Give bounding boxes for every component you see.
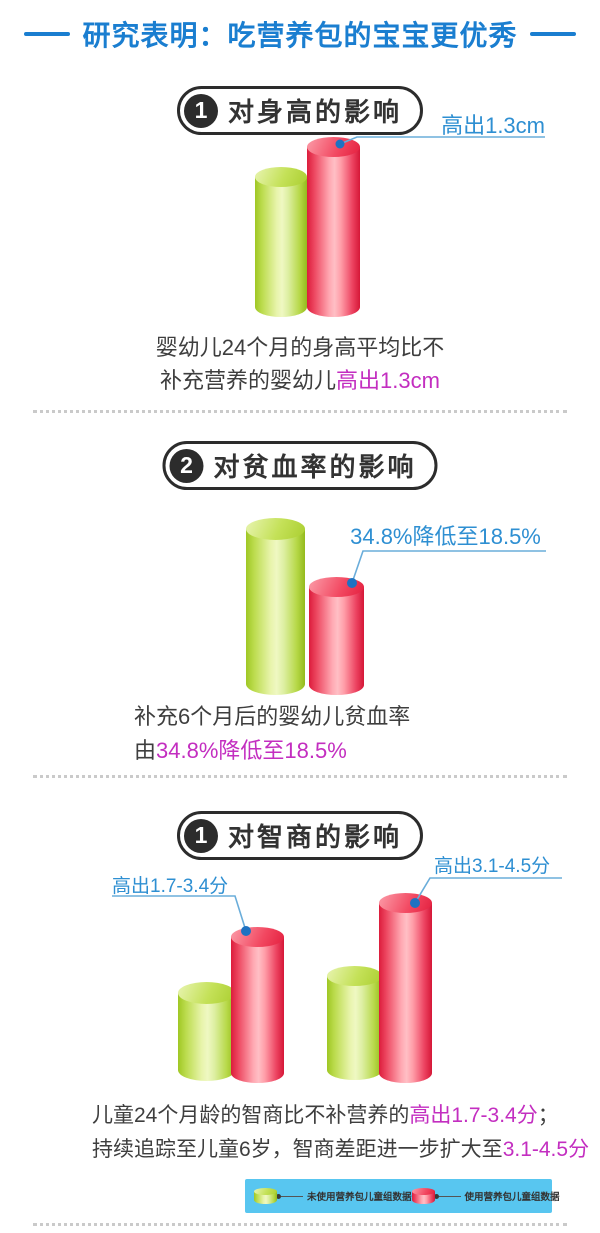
legend-red-cylinder-icon (411, 1188, 435, 1204)
legend-label: 未使用营养包儿童组数据 (307, 1192, 412, 1203)
legend-bar: 未使用营养包儿童组数据 使用营养包儿童组数据 (245, 1179, 560, 1213)
cylinder-red (309, 577, 364, 695)
page-title: 研究表明：吃营养包的宝宝更优秀 (82, 20, 518, 51)
cylinder-bars (0, 505, 600, 700)
legend-item-no-pack: 未使用营养包儿童组数据 (254, 1188, 412, 1204)
section-badge-height: 1 对身高的影响 (176, 86, 424, 135)
chart-height: 高出1.3cm (0, 100, 600, 330)
badge-label: 对贫血率的影响 (213, 452, 417, 482)
cylinder-green (255, 167, 307, 317)
section-divider (33, 775, 567, 778)
caption-anemia: 补充6个月后的婴幼儿贫血率 由34.8%降低至18.5% (134, 700, 410, 768)
caption-height: 婴幼儿24个月的身高平均比不 补充营养的婴幼儿高出1.3cm (0, 331, 600, 397)
legend-label: 使用营养包儿童组数据 (464, 1192, 560, 1203)
caption-line: 儿童24个月龄的智商比不补营养的高出1.7-3.4分； (92, 1104, 559, 1127)
caption-line: 补充营养的婴幼儿高出1.3cm (160, 368, 440, 393)
caption-line: 由34.8%降低至18.5% (134, 738, 347, 763)
annotation-iq-24m: 高出1.7-3.4分 (112, 876, 229, 897)
annotation-iq-6y: 高出3.1-4.5分 (434, 856, 551, 877)
badge-number-circle: 1 (183, 93, 218, 128)
legend-connector-line (281, 1195, 303, 1197)
caption-line: 婴幼儿24个月的身高平均比不 (155, 335, 445, 360)
bottom-divider (33, 1223, 567, 1226)
badge-label: 对智商的影响 (227, 822, 403, 852)
cylinder-bars (0, 845, 600, 1090)
cylinder-red (307, 137, 360, 317)
annotation-height: 高出1.3cm (441, 113, 545, 138)
chart-anemia: 34.8%降低至18.5% (0, 505, 600, 700)
section-badge-anemia: 2 对贫血率的影响 (162, 441, 438, 490)
caption-line: 补充6个月后的婴幼儿贫血率 (134, 704, 411, 729)
badge-number-circle: 1 (183, 818, 218, 853)
badge-label: 对身高的影响 (227, 97, 403, 127)
legend-dot-icon (433, 1193, 439, 1199)
cylinder-green (246, 518, 305, 695)
cylinder-green (327, 966, 382, 1080)
cylinder-red (231, 927, 284, 1083)
legend-green-cylinder-icon (254, 1188, 277, 1204)
title-dash-right (529, 32, 576, 36)
cylinder-green (178, 982, 235, 1081)
section-divider (33, 410, 567, 413)
legend-connector-line (438, 1195, 461, 1197)
cylinder-bars (0, 100, 600, 330)
page-header: 研究表明：吃营养包的宝宝更优秀 (0, 14, 600, 54)
section-badge-iq: 1 对智商的影响 (176, 811, 424, 860)
caption-line: 持续追踪至儿童6岁，智商差距进一步扩大至3.1-4.5分 (92, 1138, 590, 1161)
badge-number-circle: 2 (169, 448, 204, 483)
cylinder-red (379, 893, 432, 1083)
annotation-anemia: 34.8%降低至18.5% (350, 524, 541, 549)
legend-dot-icon (276, 1193, 281, 1199)
legend-item-with-pack: 使用营养包儿童组数据 (411, 1188, 560, 1204)
chart-iq: 高出1.7-3.4分 高出3.1-4.5分 (0, 845, 600, 1090)
title-dash-left (24, 32, 71, 36)
caption-iq: 儿童24个月龄的智商比不补营养的高出1.7-3.4分； 持续追踪至儿童6岁，智商差… (92, 1099, 589, 1167)
